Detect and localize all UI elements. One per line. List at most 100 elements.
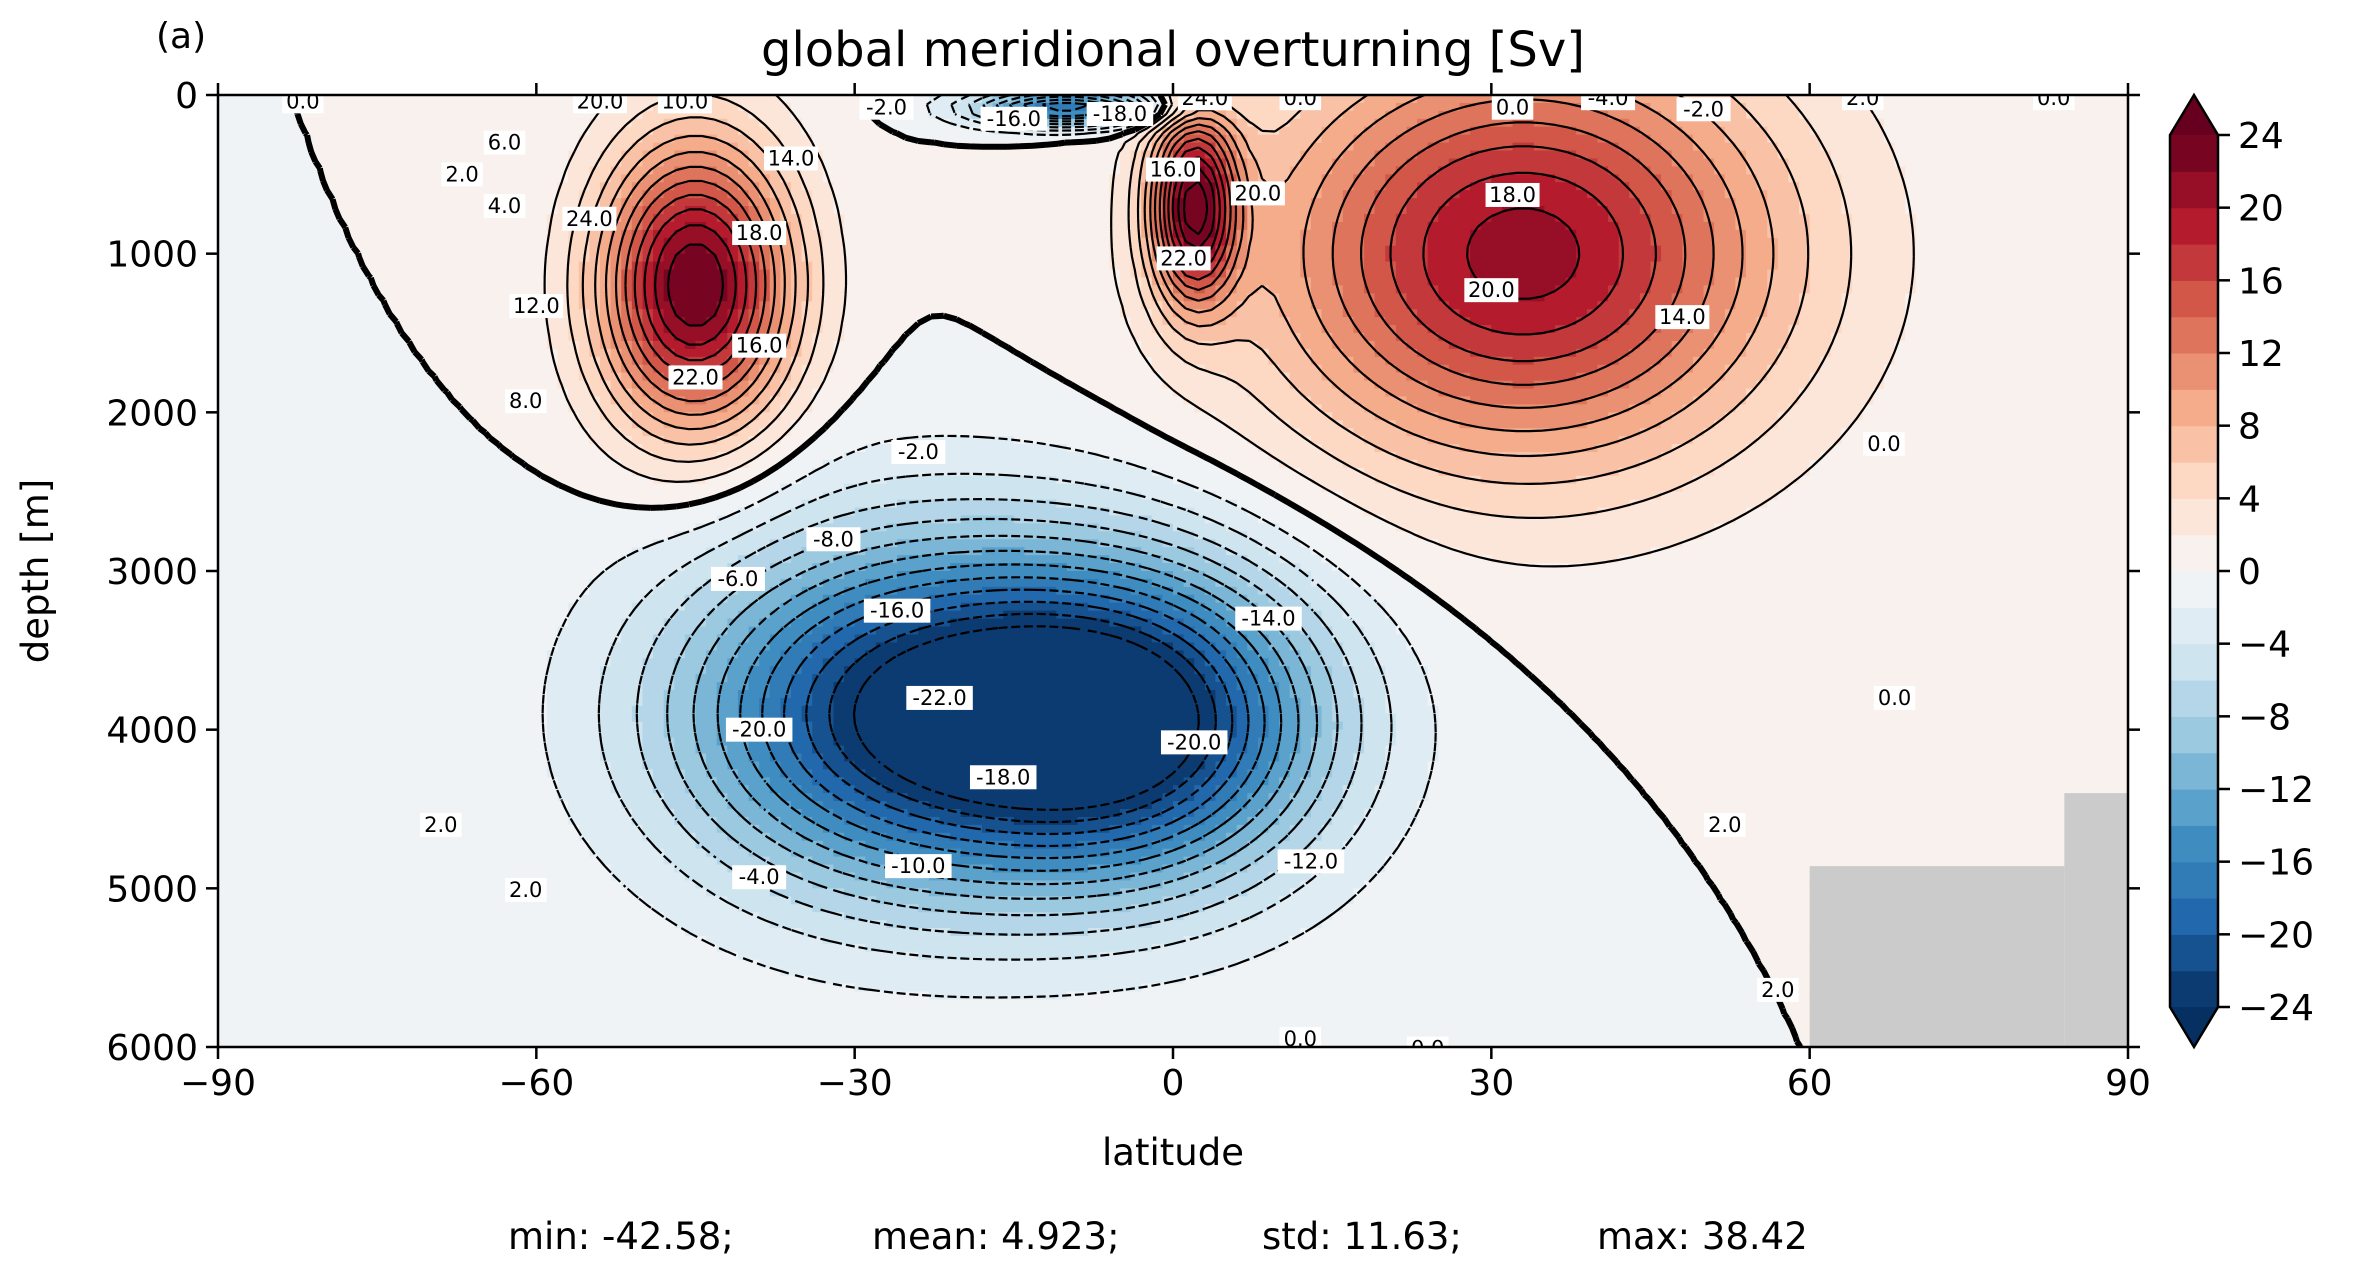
contour-fill-cell [1735,135,1746,144]
contour-fill-cell [1566,309,1577,318]
contour-fill-cell [1778,214,1789,223]
contour-fill-cell [2033,270,2044,279]
contour-fill-cell [1958,270,1969,279]
contour-fill-cell [314,135,325,144]
contour-fill-cell [2043,158,2054,167]
contour-fill-cell [1714,277,1725,286]
contour-fill-cell [1661,135,1672,144]
contour-fill-cell [1831,238,1842,247]
contour-fill-cell [1735,301,1746,310]
contour-fill-cell [1343,293,1354,302]
contour-fill-cell [1990,254,2001,263]
contour-fill-cell [1810,151,1821,160]
contour-fill-cell [1905,119,1916,128]
contour-fill-cell [1375,95,1386,104]
contour-fill-cell [398,135,409,144]
contour-fill-cell [1969,214,1980,223]
contour-fill-cell [1852,254,1863,263]
contour-fill-cell [409,230,420,239]
contour-fill-cell [536,103,547,112]
contour-fill-cell [558,254,569,263]
contour-fill-cell [897,246,908,255]
contour-fill-cell [971,254,982,263]
contour-fill-cell [929,190,940,199]
contour-fill-cell [823,230,834,239]
contour-fill-cell [2011,174,2022,183]
contour-fill-cell [1364,135,1375,144]
contour-fill-cell [1651,214,1662,223]
contour-fill-cell [2001,143,2012,152]
contour-fill-cell [1428,301,1439,310]
contour-fill-cell [1990,143,2001,152]
contour-fill-cell [982,151,993,160]
contour-fill-cell [250,222,261,231]
contour-fill-cell [367,222,378,231]
contour-fill-cell [1863,254,1874,263]
contour-fill-cell [2001,254,2012,263]
contour-fill-cell [451,222,462,231]
contour-fill-cell [260,293,271,302]
contour-fill-cell [971,151,982,160]
contour-fill-cell [547,95,558,104]
contour-fill-cell [1651,285,1662,294]
contour-fill-cell [314,277,325,286]
contour-fill-cell [929,262,940,271]
contour-fill-cell [1852,198,1863,207]
contour-fill-cell [1438,285,1449,294]
contour-fill-cell [2086,151,2097,160]
contour-fill-cell [1290,135,1301,144]
contour-fill-cell [1597,190,1608,199]
contour-fill-cell [1725,285,1736,294]
contour-fill-cell [611,119,622,128]
contour-fill-cell [1661,254,1672,263]
contour-fill-cell [1513,254,1524,263]
contour-fill-cell [2054,111,2065,120]
contour-fill-cell [229,166,240,175]
contour-fill-cell [1555,166,1566,175]
contour-fill-cell [1088,182,1099,191]
contour-fill-cell [696,254,707,263]
contour-fill-cell [494,309,505,318]
contour-fill-cell [1024,293,1035,302]
contour-fill-cell [260,95,271,104]
contour-fill-cell [802,206,813,215]
contour-fill-cell [1014,206,1025,215]
contour-fill-cell [420,119,431,128]
contour-fill-cell [1873,301,1884,310]
contour-fill-cell [1396,95,1407,104]
contour-fill-cell [1757,254,1768,263]
contour-fill-cell [526,262,537,271]
contour-fill-cell [1449,277,1460,286]
contour-fill-cell [2107,214,2118,223]
contour-fill-cell [526,166,537,175]
contour-fill-cell [1290,270,1301,279]
contour-fill-cell [1088,270,1099,279]
contour-fill-cell [1587,206,1598,215]
contour-fill-cell [1056,190,1067,199]
contour-fill-cell [1322,143,1333,152]
contour-fill-cell [950,151,961,160]
contour-fill-cell [388,277,399,286]
contour-fill-cell [1269,246,1280,255]
contour-fill-cell [685,127,696,136]
contour-fill-cell [239,238,250,247]
contour-fill-cell [1279,214,1290,223]
contour-fill-cell [1916,293,1927,302]
contour-fill-cell [950,270,961,279]
contour-fill-cell [451,277,462,286]
contour-fill-cell [823,246,834,255]
contour-fill-cell [1958,285,1969,294]
contour-fill-cell [420,285,431,294]
contour-fill-cell [388,214,399,223]
contour-fill-cell [1608,301,1619,310]
contour-fill-cell [1746,262,1757,271]
contour-fill-cell [844,238,855,247]
contour-fill-cell [844,103,855,112]
contour-fill-cell [282,135,293,144]
contour-fill-cell [515,119,526,128]
contour-fill-cell [1661,246,1672,255]
contour-fill-cell [1279,143,1290,152]
contour-fill-cell [950,198,961,207]
contour-fill-cell [982,198,993,207]
contour-fill-cell [1428,95,1439,104]
